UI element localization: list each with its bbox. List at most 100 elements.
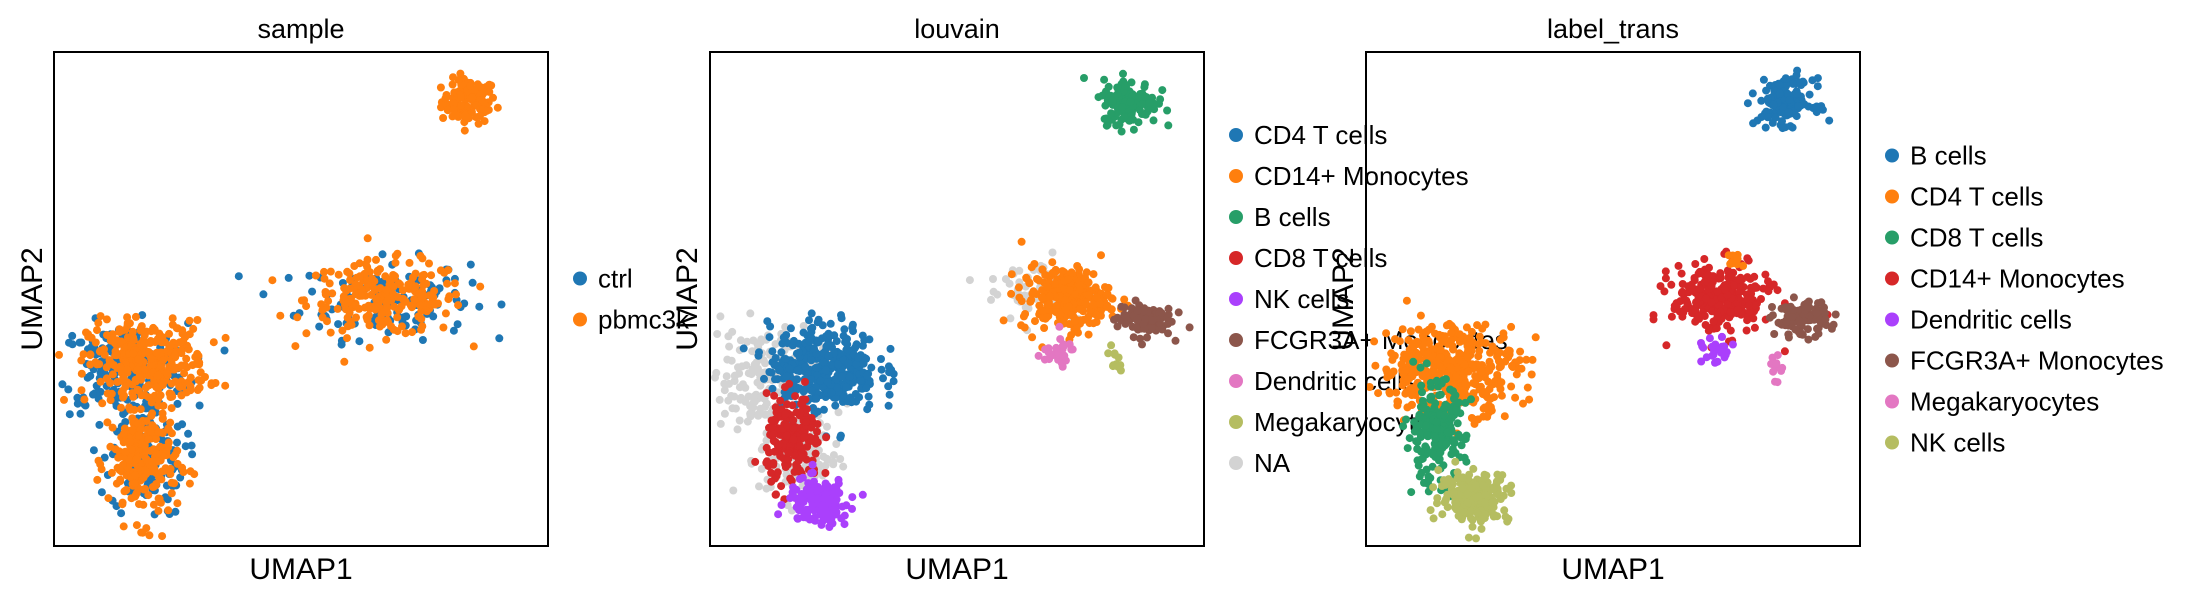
data-point bbox=[1110, 315, 1118, 324]
data-point bbox=[736, 336, 745, 345]
data-point bbox=[100, 453, 109, 462]
data-point bbox=[1818, 105, 1827, 114]
data-point bbox=[1757, 96, 1766, 105]
data-point bbox=[1075, 285, 1084, 294]
data-point bbox=[843, 340, 852, 349]
data-point bbox=[1467, 395, 1475, 404]
legend-marker bbox=[1229, 333, 1243, 347]
data-point bbox=[1110, 349, 1119, 358]
data-point bbox=[1789, 79, 1798, 88]
data-point bbox=[1027, 263, 1036, 272]
data-point bbox=[1812, 102, 1821, 111]
data-point bbox=[305, 271, 314, 280]
data-point bbox=[1674, 261, 1683, 270]
data-point bbox=[792, 485, 801, 494]
data-point bbox=[420, 291, 429, 300]
data-point bbox=[480, 117, 489, 126]
data-point bbox=[1789, 293, 1798, 302]
data-point bbox=[108, 370, 117, 379]
data-point bbox=[877, 355, 885, 363]
data-point bbox=[739, 344, 748, 353]
data-point bbox=[188, 450, 197, 459]
data-point bbox=[408, 328, 417, 337]
data-point bbox=[1426, 393, 1435, 402]
data-point bbox=[1046, 350, 1055, 358]
data-point bbox=[149, 482, 158, 491]
data-point bbox=[1762, 86, 1771, 95]
data-point bbox=[1432, 418, 1441, 427]
data-point bbox=[1415, 413, 1424, 421]
data-point bbox=[328, 289, 337, 298]
data-point bbox=[859, 359, 868, 368]
data-point bbox=[457, 92, 465, 101]
data-point bbox=[1749, 119, 1758, 128]
data-point bbox=[829, 451, 838, 460]
data-point bbox=[1480, 388, 1489, 397]
data-point bbox=[804, 479, 813, 488]
panel-label-trans: label_trans UMAP1 UMAP2 B cells CD4 T cel… bbox=[1327, 14, 2164, 586]
data-point bbox=[259, 290, 268, 299]
data-point bbox=[725, 342, 734, 351]
data-point bbox=[75, 338, 84, 347]
data-point bbox=[125, 319, 134, 328]
data-point bbox=[166, 470, 175, 478]
data-point bbox=[1507, 322, 1516, 331]
data-point bbox=[1771, 113, 1780, 122]
data-point bbox=[1422, 359, 1431, 368]
data-point bbox=[1104, 349, 1113, 358]
data-point bbox=[418, 254, 427, 263]
data-point bbox=[193, 349, 202, 358]
data-point bbox=[185, 316, 194, 325]
data-point bbox=[1422, 421, 1430, 430]
data-point bbox=[133, 419, 142, 428]
data-point bbox=[786, 324, 795, 333]
data-point bbox=[195, 383, 204, 392]
data-point bbox=[1040, 355, 1049, 364]
data-point bbox=[781, 383, 789, 392]
data-point bbox=[173, 499, 182, 508]
data-point bbox=[775, 365, 784, 374]
data-point bbox=[1461, 398, 1470, 407]
data-point bbox=[771, 375, 779, 384]
data-point bbox=[1773, 351, 1782, 360]
data-point bbox=[849, 378, 857, 387]
data-point bbox=[1497, 391, 1506, 400]
data-point bbox=[809, 494, 818, 503]
y-axis-label: UMAP2 bbox=[671, 247, 704, 350]
data-point bbox=[1495, 348, 1504, 357]
data-point bbox=[832, 440, 841, 448]
data-point bbox=[339, 292, 348, 301]
data-point bbox=[802, 485, 811, 494]
data-point bbox=[158, 381, 167, 390]
data-point bbox=[1702, 353, 1711, 362]
data-point bbox=[1138, 100, 1147, 109]
data-point bbox=[1728, 340, 1737, 349]
data-point bbox=[1480, 403, 1489, 412]
data-point bbox=[152, 348, 161, 357]
data-point bbox=[168, 314, 177, 323]
data-point bbox=[1164, 329, 1172, 338]
legend-marker bbox=[573, 312, 587, 327]
data-point bbox=[145, 531, 154, 540]
data-point bbox=[1683, 298, 1692, 307]
data-point bbox=[796, 441, 804, 450]
data-point bbox=[814, 484, 823, 493]
data-point bbox=[812, 363, 821, 372]
data-point bbox=[1041, 345, 1050, 354]
data-point bbox=[140, 441, 149, 450]
data-point bbox=[1443, 503, 1452, 512]
data-point bbox=[186, 373, 195, 382]
legend-item: NK cells bbox=[1885, 428, 2005, 458]
data-point bbox=[1133, 306, 1142, 315]
y-axis-label: UMAP2 bbox=[16, 247, 49, 350]
data-point bbox=[1805, 90, 1814, 99]
data-point bbox=[791, 392, 800, 401]
data-point bbox=[136, 425, 145, 434]
plot-frame bbox=[709, 51, 1205, 547]
data-point bbox=[1414, 325, 1423, 334]
data-point bbox=[805, 337, 814, 346]
legend-label: NK cells bbox=[1910, 428, 2005, 458]
data-point bbox=[1505, 346, 1514, 355]
data-point bbox=[1462, 323, 1471, 332]
data-point bbox=[1387, 349, 1396, 358]
